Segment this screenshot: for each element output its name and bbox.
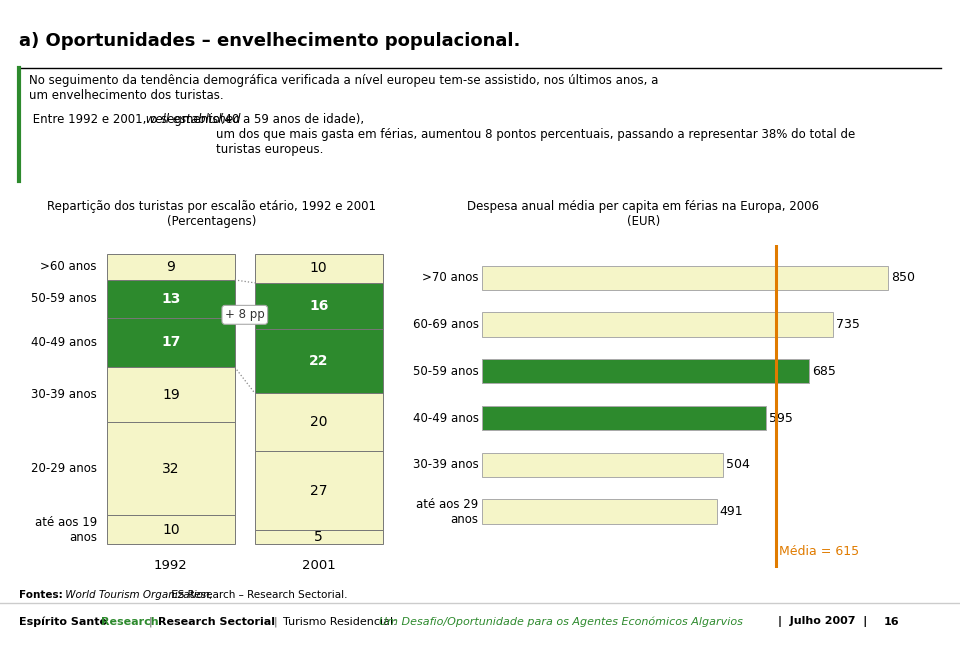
Text: |: |: [274, 617, 277, 627]
Text: Repartição dos turistas por escalão etário, 1992 e 2001
(Percentagens): Repartição dos turistas por escalão etár…: [47, 200, 375, 228]
Text: 16: 16: [309, 299, 328, 313]
Text: 32: 32: [162, 462, 180, 476]
Bar: [108, 367, 235, 422]
Text: Um Desafio/Oportunidade para os Agentes Económicos Algarvios: Um Desafio/Oportunidade para os Agentes …: [379, 617, 743, 627]
Text: 504: 504: [726, 459, 750, 471]
Bar: [108, 254, 235, 280]
Text: 40-49 anos: 40-49 anos: [31, 336, 97, 349]
Text: Média = 615: Média = 615: [779, 545, 859, 558]
Bar: [255, 451, 382, 530]
Text: 50-59 anos: 50-59 anos: [413, 365, 479, 378]
Text: 595: 595: [769, 412, 793, 424]
Text: 30-39 anos: 30-39 anos: [413, 459, 479, 471]
Text: 685: 685: [812, 365, 836, 378]
Text: até aos 29
anos: até aos 29 anos: [417, 497, 479, 526]
Bar: [482, 453, 723, 477]
Text: well established: well established: [142, 113, 241, 126]
Text: World Tourism Organization,: World Tourism Organization,: [62, 590, 213, 600]
Text: |: |: [149, 617, 153, 627]
Text: 13: 13: [161, 292, 180, 306]
Text: a) Oportunidades – envelhecimento populacional.: a) Oportunidades – envelhecimento popula…: [19, 32, 520, 50]
Text: 5: 5: [314, 530, 324, 544]
Text: >70 anos: >70 anos: [422, 272, 479, 284]
Bar: [482, 266, 888, 290]
Text: 30-39 anos: 30-39 anos: [32, 388, 97, 401]
Text: 22: 22: [309, 354, 328, 368]
Text: 16: 16: [883, 617, 899, 627]
Bar: [482, 406, 766, 430]
Text: No seguimento da tendência demográfica verificada a nível europeu tem-se assisti: No seguimento da tendência demográfica v…: [29, 74, 659, 102]
Bar: [482, 359, 809, 383]
Bar: [482, 312, 833, 337]
Text: 17: 17: [161, 335, 180, 350]
Text: 850: 850: [891, 272, 915, 284]
Text: 735: 735: [836, 318, 860, 331]
Text: até aos 19
anos: até aos 19 anos: [35, 516, 97, 544]
Bar: [255, 330, 382, 393]
Text: >60 anos: >60 anos: [40, 261, 97, 273]
Text: Despesa anual média per capita em férias na Europa, 2006
(EUR): Despesa anual média per capita em férias…: [468, 200, 819, 228]
Text: + 8 pp: + 8 pp: [225, 308, 265, 321]
Text: 40-49 anos: 40-49 anos: [413, 412, 479, 424]
Text: Fontes:: Fontes:: [19, 590, 63, 600]
Bar: [108, 422, 235, 515]
Text: |  Julho 2007  |: | Julho 2007 |: [778, 617, 867, 628]
Bar: [255, 530, 382, 544]
Text: (40 a 59 anos de idade),
um dos que mais gasta em férias, aumentou 8 pontos perc: (40 a 59 anos de idade), um dos que mais…: [216, 113, 855, 156]
Text: 9: 9: [166, 260, 176, 274]
Text: 2001: 2001: [301, 559, 336, 572]
Bar: [108, 515, 235, 544]
Text: Espírito Santo: Espírito Santo: [19, 617, 108, 627]
Text: Entre 1992 e 2001, o segmento: Entre 1992 e 2001, o segmento: [29, 113, 220, 126]
Bar: [255, 283, 382, 330]
Text: 50-59 anos: 50-59 anos: [32, 292, 97, 305]
Bar: [255, 393, 382, 452]
Text: 20-29 anos: 20-29 anos: [31, 462, 97, 475]
Bar: [108, 280, 235, 318]
Text: Research: Research: [101, 617, 158, 627]
Text: 10: 10: [310, 261, 327, 275]
Text: Turismo Residencial:: Turismo Residencial:: [283, 617, 396, 627]
Text: Research Sectorial: Research Sectorial: [158, 617, 276, 627]
Text: 1992: 1992: [154, 559, 188, 572]
Text: 10: 10: [162, 523, 180, 537]
Text: 60-69 anos: 60-69 anos: [413, 318, 479, 331]
Text: 27: 27: [310, 484, 327, 497]
Bar: [108, 318, 235, 367]
Text: 20: 20: [310, 415, 327, 430]
Text: ES Research – Research Sectorial.: ES Research – Research Sectorial.: [168, 590, 348, 600]
Bar: [482, 499, 717, 524]
Text: 491: 491: [720, 505, 743, 518]
Bar: [255, 254, 382, 283]
Text: 19: 19: [162, 388, 180, 402]
